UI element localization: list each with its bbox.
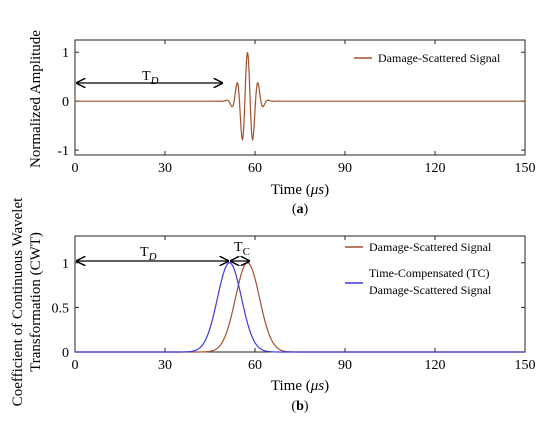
y-tick-label: 1 (62, 46, 69, 61)
x-tick-label: 30 (158, 358, 172, 373)
y-tick-label: 1 (62, 257, 69, 272)
legend-label-b-1a: Time-Compensated (TC) (369, 266, 490, 280)
panel-b: 0 30 60 90 120 150 0 0.5 1 TD TC Damage-Scatter… (10, 197, 536, 414)
x-ticks-b: 0 30 60 90 120 150 (72, 236, 536, 373)
x-tick-label: 120 (425, 358, 446, 373)
x-tick-label: 60 (248, 358, 262, 373)
legend-b: Damage-Scattered Signal Time-Compensated… (345, 240, 492, 297)
y-axis-title-b-line2: Transformation (CWT) (28, 232, 44, 372)
tc-label-b: TC (234, 240, 250, 258)
x-tick-label: 60 (248, 161, 262, 176)
panel-a: 0 30 60 90 120 150 -101 TD Damage-Scattered S… (28, 30, 536, 217)
y-tick-label: 0 (62, 95, 69, 110)
series-line-time-compensated-cwt (75, 262, 525, 353)
legend-a: Damage-Scattered Signal (354, 51, 501, 65)
x-tick-label: 150 (515, 161, 536, 176)
td-label-a: TD (142, 69, 159, 87)
x-axis-title-b: Time (μs) (271, 378, 329, 394)
y-tick-label: 0.5 (52, 301, 70, 316)
y-axis-title-b-line1: Coefficient of Continuous Wavelet (10, 197, 26, 406)
x-axis-title-a: Time (μs) (271, 182, 329, 198)
panel-label-b: (b) (291, 399, 308, 414)
y-tick-label: 0 (62, 346, 69, 361)
legend-label-a: Damage-Scattered Signal (378, 51, 501, 65)
plot-area-b (74, 235, 526, 353)
plot-area-a (74, 39, 526, 156)
td-label-b: TD (140, 245, 157, 263)
x-tick-label: 0 (72, 358, 79, 373)
panel-label-a: (a) (292, 202, 309, 217)
x-tick-label: 0 (72, 161, 79, 176)
series-line-damage-scattered (75, 52, 525, 142)
x-tick-label: 150 (515, 358, 536, 373)
x-tick-label: 90 (338, 161, 352, 176)
x-tick-label: 90 (338, 358, 352, 373)
y-axis-title-a: Normalized Amplitude (28, 30, 44, 168)
x-ticks-a: 0 30 60 90 120 150 (72, 40, 536, 176)
legend-label-b-1b: Damage-Scattered Signal (369, 283, 492, 297)
legend-label-b-0: Damage-Scattered Signal (369, 240, 492, 254)
y-tick-label: -1 (57, 144, 69, 159)
x-tick-label: 30 (158, 161, 172, 176)
x-tick-label: 120 (425, 161, 446, 176)
